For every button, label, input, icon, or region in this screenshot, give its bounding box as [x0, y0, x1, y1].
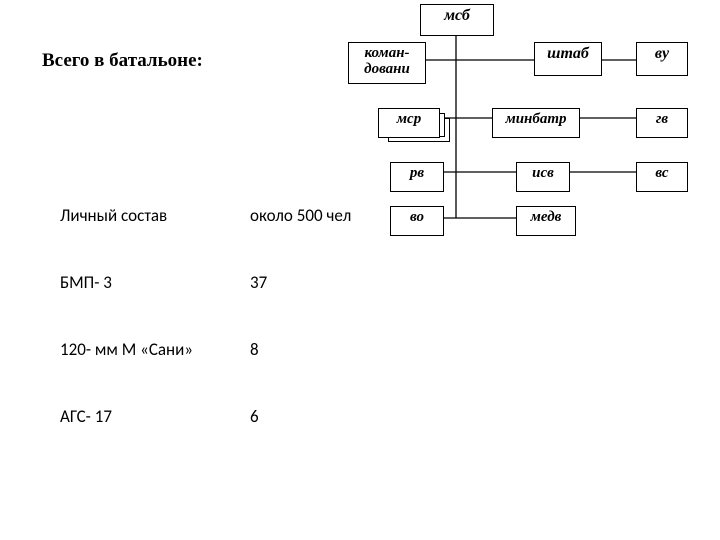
- table-row: Личный составоколо 500 чел: [60, 205, 390, 226]
- row-value: около 500 чел: [250, 205, 390, 226]
- node-lvl1_c: ву: [636, 42, 688, 76]
- node-lvl1_a: коман-довани: [348, 42, 426, 84]
- table-row: БМП- 337: [60, 272, 390, 293]
- node-root: мсб: [420, 4, 494, 36]
- node-lvl4_b: медв: [516, 206, 576, 236]
- node-lvl2_b: минбатр: [492, 108, 580, 138]
- row-label: 120- мм М «Сани»: [60, 339, 250, 360]
- row-label: БМП- 3: [60, 272, 250, 293]
- row-label: Личный состав: [60, 205, 250, 226]
- table-row: АГС- 176: [60, 406, 390, 427]
- node-lvl2_a: мср: [378, 108, 440, 138]
- row-value: 6: [250, 406, 390, 427]
- node-lvl4_a: во: [390, 206, 444, 236]
- node-lvl3_a: рв: [390, 162, 444, 192]
- row-label: АГС- 17: [60, 406, 250, 427]
- row-value: 37: [250, 272, 390, 293]
- node-lvl2_c: гв: [636, 108, 688, 138]
- node-lvl1_b: штаб: [534, 42, 602, 76]
- page-title: Всего в батальоне:: [42, 50, 203, 72]
- composition-table: Личный составоколо 500 чел БМП- 337 120- м…: [60, 205, 390, 473]
- node-lvl3_b: исв: [516, 162, 570, 192]
- node-lvl3_c: вс: [636, 162, 688, 192]
- table-row: 120- мм М «Сани»8: [60, 339, 390, 360]
- row-value: 8: [250, 339, 390, 360]
